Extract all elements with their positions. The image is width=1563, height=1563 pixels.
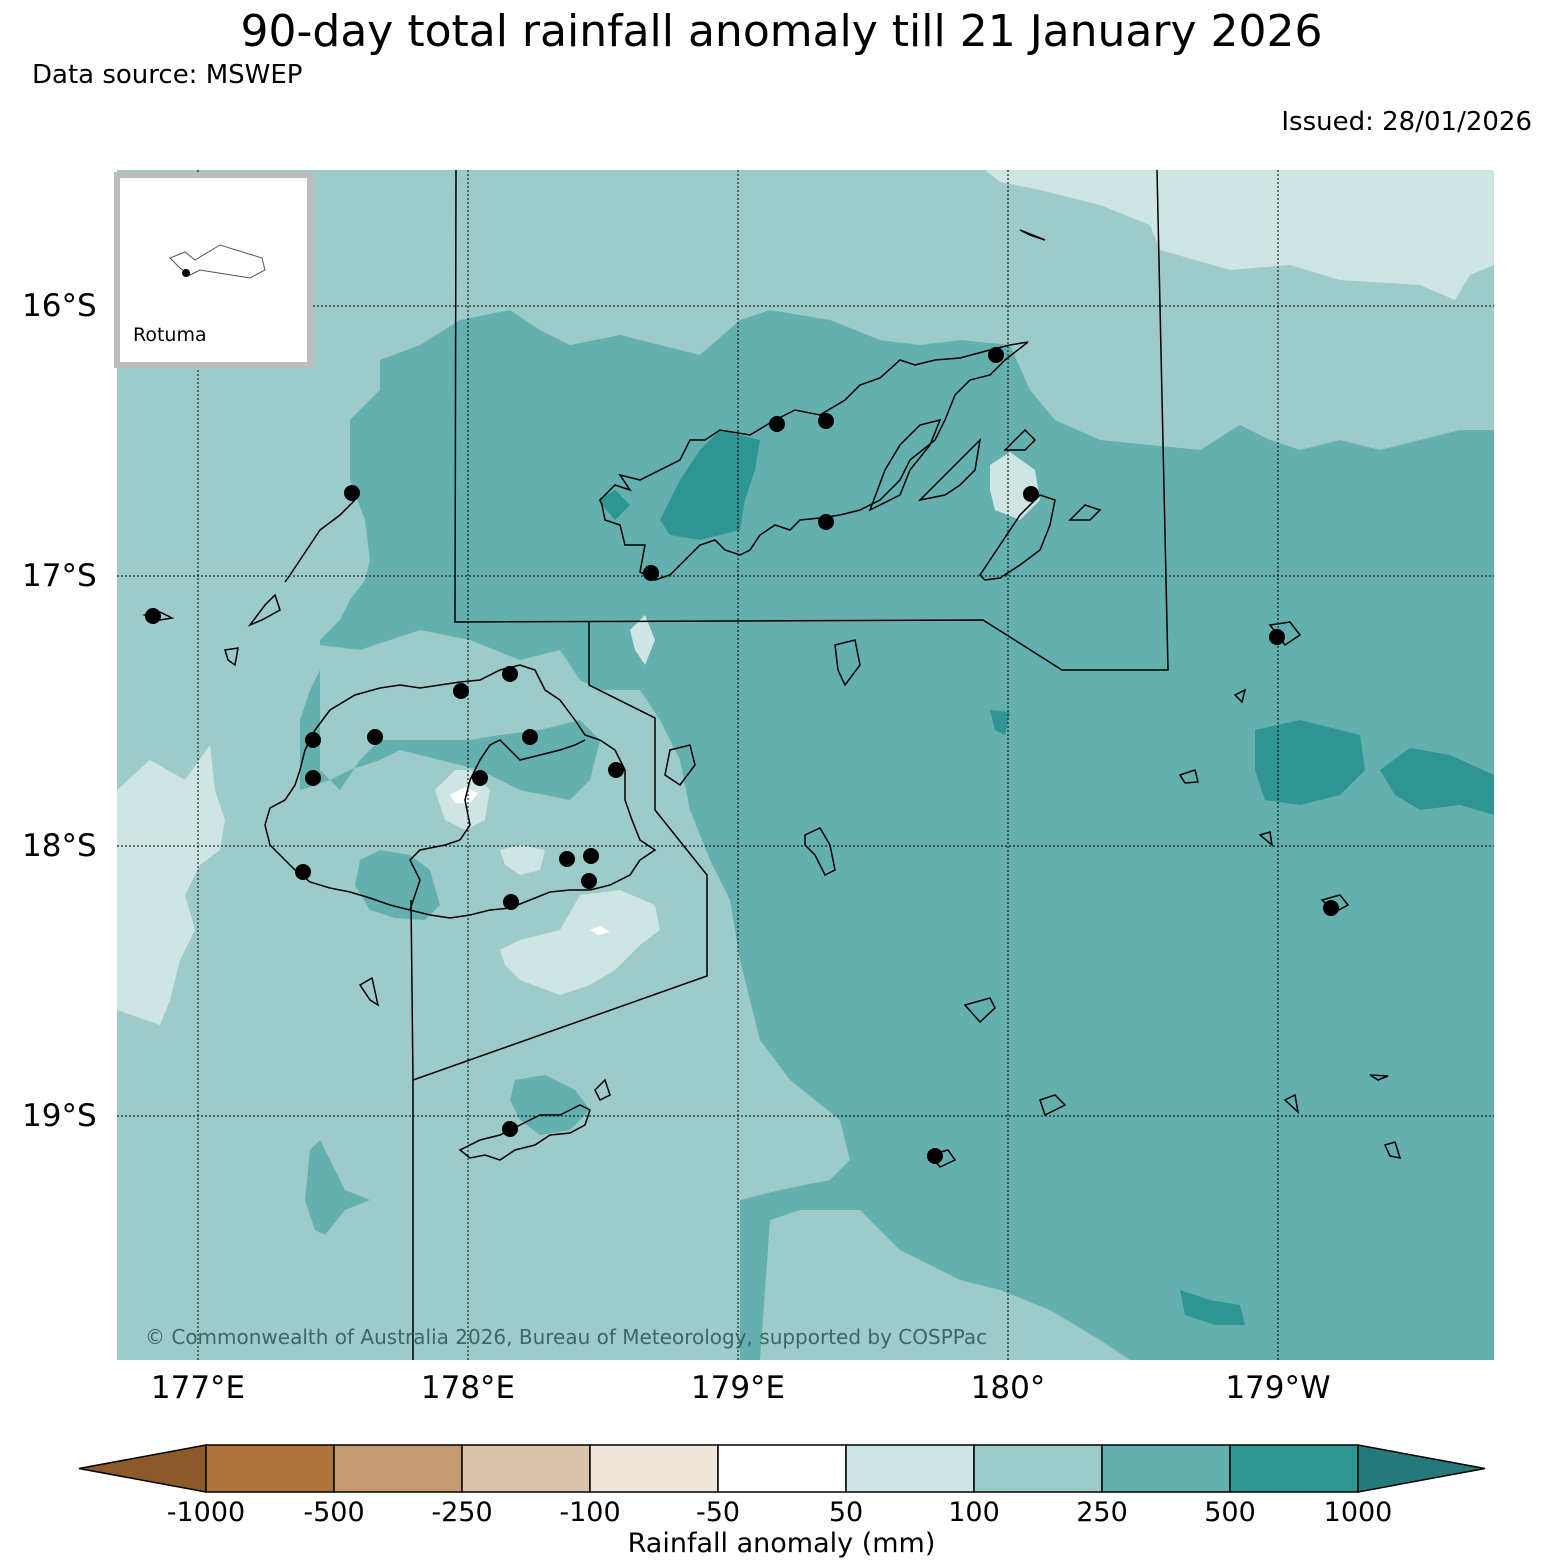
colorbar-tick: 50: [828, 1497, 864, 1528]
patch-viti-south: [355, 850, 440, 920]
zone-250-500: [300, 310, 1494, 1360]
colorbar-segment: [205, 1444, 335, 1493]
data-source: Data source: MSWEP: [32, 60, 303, 90]
lat-label-16s: 16°S: [22, 288, 97, 324]
station-marker: [367, 729, 383, 745]
light-zone-viti-south: [500, 890, 660, 995]
dark-zone-south: [1180, 1290, 1245, 1325]
dark-zone-vitilevu-north: [660, 430, 760, 540]
colorbar-segment: [461, 1444, 591, 1493]
division-boundaries: [410, 169, 1169, 1360]
station-marker: [1323, 900, 1339, 916]
inset-label: Rotuma: [133, 324, 207, 346]
station-marker: [818, 413, 834, 429]
light-zone-taveuni: [990, 452, 1040, 520]
station-marker: [581, 873, 597, 889]
colorbar-extend-high: [1357, 1444, 1486, 1493]
colorbar-segment: [333, 1444, 463, 1493]
station-marker: [145, 608, 161, 624]
station-marker: [502, 666, 518, 682]
lon-label-177e: 177°E: [150, 1370, 246, 1406]
colorbar-tick: -500: [303, 1497, 365, 1528]
lat-label-19s: 19°S: [22, 1098, 97, 1134]
white-zone-south: [590, 926, 610, 935]
colorbar-segment: [1229, 1444, 1359, 1493]
issued-date: Issued: 28/01/2026: [1281, 107, 1532, 137]
station-marker: [522, 729, 538, 745]
station-marker: [1269, 629, 1285, 645]
colorbar-tick: -1000: [166, 1497, 246, 1528]
station-marker: [643, 565, 659, 581]
map-title: 90-day total rainfall anomaly till 21 Ja…: [240, 6, 1323, 57]
station-marker: [344, 485, 360, 501]
lat-label-17s: 17°S: [22, 558, 97, 594]
colorbar-segment: [973, 1444, 1103, 1493]
colorbar-tick: 100: [948, 1497, 1000, 1528]
station-marker: [502, 1121, 518, 1137]
station-marker: [305, 732, 321, 748]
station-marker: [769, 416, 785, 432]
white-zone-interior: [450, 787, 478, 803]
station-marker: [927, 1148, 943, 1164]
station-marker: [818, 514, 834, 530]
station-marker: [503, 894, 519, 910]
dark-zone-lau-east: [1255, 720, 1365, 805]
colorbar-segment: [845, 1444, 975, 1493]
station-marker: [988, 347, 1004, 363]
colorbar-tick: -100: [559, 1497, 621, 1528]
dark-zone-far-east: [1380, 748, 1494, 815]
lon-label-179e: 179°E: [690, 1370, 786, 1406]
colorbar-title: Rainfall anomaly (mm): [627, 1528, 936, 1559]
station-marker: [472, 770, 488, 786]
rotuma-inset: [114, 172, 313, 368]
lon-label-180: 180°: [970, 1370, 1046, 1406]
station-marker: [295, 864, 311, 880]
colorbar: [78, 1444, 1486, 1493]
colorbar-tick: 250: [1076, 1497, 1128, 1528]
patch-southwest: [305, 1140, 370, 1235]
station-marker: [1023, 486, 1039, 502]
station-marker: [608, 762, 624, 778]
colorbar-segment: [717, 1444, 847, 1493]
light-zone-south-small: [500, 845, 545, 875]
colorbar-tick: -250: [431, 1497, 493, 1528]
light-zone-northeast: [985, 170, 1494, 300]
station-marker: [583, 848, 599, 864]
copyright-notice: © Commonwealth of Australia 2026, Bureau…: [145, 1325, 988, 1349]
rotuma-station-marker: [182, 269, 190, 277]
colorbar-extend-low: [78, 1444, 207, 1493]
colorbar-segment: [589, 1444, 719, 1493]
station-marker: [305, 770, 321, 786]
lon-label-178e: 178°E: [420, 1370, 516, 1406]
station-marker: [453, 683, 469, 699]
colorbar-tick: 1000: [1323, 1497, 1393, 1528]
colorbar-tick: -50: [695, 1497, 741, 1528]
station-markers: [145, 347, 1339, 1164]
station-marker: [559, 851, 575, 867]
light-zone-narrow: [630, 615, 655, 665]
dark-zone-small: [990, 710, 1010, 735]
lat-label-18s: 18°S: [22, 828, 97, 864]
dark-zone-west-tip: [598, 490, 630, 520]
colorbar-segment: [1101, 1444, 1231, 1493]
colorbar-tick: 500: [1204, 1497, 1256, 1528]
lon-label-179w: 179°W: [1225, 1370, 1331, 1406]
